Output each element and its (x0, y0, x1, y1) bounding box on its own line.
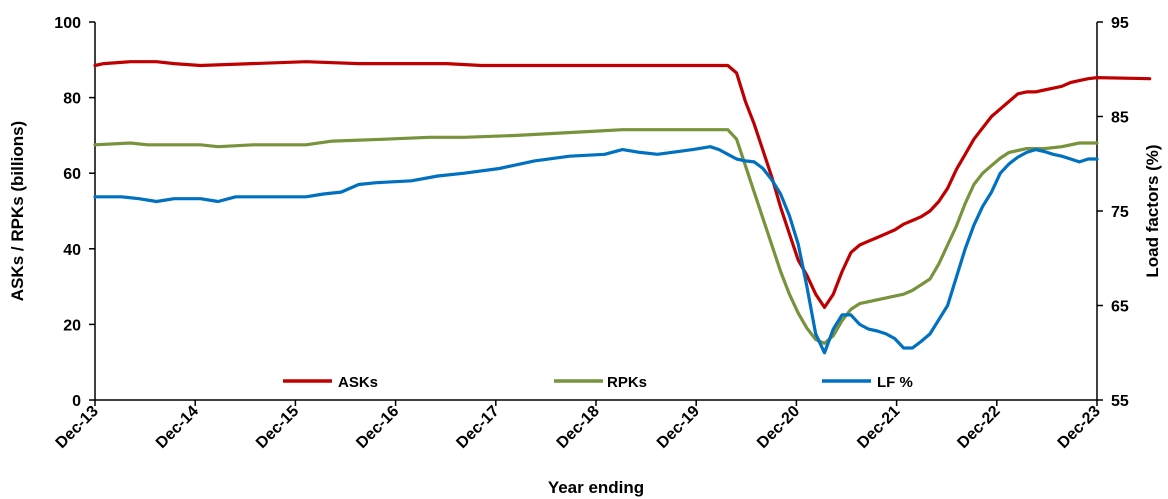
axes: 0 20 40 60 80 100 55 65 75 85 95 Dec-13 Dec-14 Dec-15… (53, 15, 1129, 452)
series-line-asks (93, 60, 1152, 309)
series-line-rpks (93, 128, 1099, 345)
x-axis-title: Year ending (548, 478, 644, 497)
y-tick-label: 0 (72, 393, 81, 410)
x-tick-label: Dec-20 (754, 403, 803, 452)
x-tick-label: Dec-17 (453, 403, 502, 452)
y2-axis-title: Load factors (%) (1143, 144, 1162, 277)
y2-tick-label: 55 (1111, 393, 1129, 410)
y-tick-label: 100 (54, 15, 81, 32)
legend-label: ASKs (338, 374, 378, 391)
legend-label: RPKs (607, 374, 647, 391)
x-tick-label: Dec-23 (1055, 403, 1104, 452)
y-tick-label: 60 (63, 166, 81, 183)
x-tick-label: Dec-16 (353, 403, 402, 452)
x-tick-label: Dec-19 (654, 403, 703, 452)
y-tick-label: 40 (63, 242, 81, 259)
x-tick-label: Dec-13 (53, 403, 102, 452)
x-tick-label: Dec-21 (854, 403, 903, 452)
y-tick-label: 20 (63, 317, 81, 334)
y2-tick-label: 65 (1111, 299, 1129, 316)
legend-label: LF % (877, 374, 913, 391)
legend: ASKs RPKs LF % (283, 374, 913, 391)
series-lines (93, 60, 1152, 355)
x-tick-label: Dec-14 (153, 403, 202, 452)
y2-tick-label: 75 (1111, 204, 1129, 221)
y-tick-label: 80 (63, 91, 81, 108)
x-tick-label: Dec-18 (554, 403, 603, 452)
y2-tick-label: 95 (1111, 15, 1129, 32)
x-tick-label: Dec-15 (253, 403, 302, 452)
y2-tick-label: 85 (1111, 110, 1129, 127)
x-tick-label: Dec-22 (954, 403, 1003, 452)
series-line-lf (93, 145, 1099, 355)
y-axis-title: ASKs / RPKs (billions) (8, 121, 27, 301)
